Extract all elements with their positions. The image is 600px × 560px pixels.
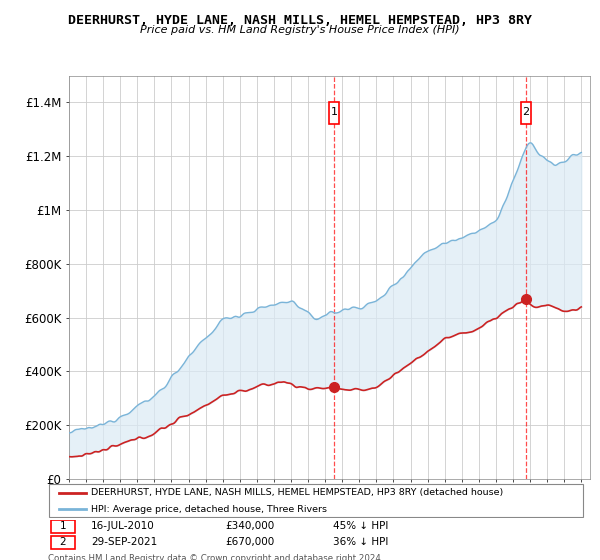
FancyBboxPatch shape — [329, 102, 340, 124]
FancyBboxPatch shape — [49, 484, 583, 517]
Text: DEERHURST, HYDE LANE, NASH MILLS, HEMEL HEMPSTEAD, HP3 8RY (detached house): DEERHURST, HYDE LANE, NASH MILLS, HEMEL … — [91, 488, 503, 497]
Text: 1: 1 — [331, 107, 338, 117]
FancyBboxPatch shape — [50, 520, 75, 533]
Text: Price paid vs. HM Land Registry's House Price Index (HPI): Price paid vs. HM Land Registry's House … — [140, 25, 460, 35]
Text: 29-SEP-2021: 29-SEP-2021 — [91, 538, 157, 548]
Text: Contains HM Land Registry data © Crown copyright and database right 2024.
This d: Contains HM Land Registry data © Crown c… — [48, 554, 383, 560]
Text: HPI: Average price, detached house, Three Rivers: HPI: Average price, detached house, Thre… — [91, 505, 327, 514]
Text: 36% ↓ HPI: 36% ↓ HPI — [332, 538, 388, 548]
Text: £670,000: £670,000 — [225, 538, 274, 548]
Text: DEERHURST, HYDE LANE, NASH MILLS, HEMEL HEMPSTEAD, HP3 8RY: DEERHURST, HYDE LANE, NASH MILLS, HEMEL … — [68, 14, 532, 27]
Text: 16-JUL-2010: 16-JUL-2010 — [91, 521, 155, 531]
Text: 1: 1 — [59, 521, 66, 531]
Text: 2: 2 — [59, 538, 66, 548]
Text: 45% ↓ HPI: 45% ↓ HPI — [332, 521, 388, 531]
FancyBboxPatch shape — [50, 536, 75, 549]
Text: 2: 2 — [522, 107, 529, 117]
Text: £340,000: £340,000 — [225, 521, 274, 531]
FancyBboxPatch shape — [521, 102, 531, 124]
